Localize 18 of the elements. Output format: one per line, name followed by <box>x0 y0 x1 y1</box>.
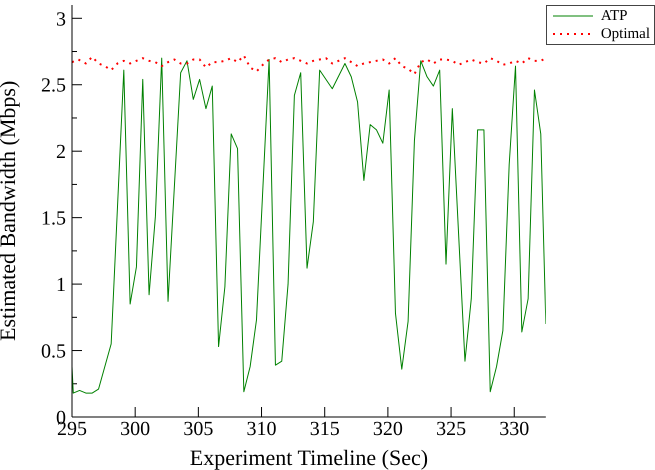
y-tick-label: 3 <box>56 8 66 30</box>
y-tick-label: 1 <box>56 274 66 296</box>
line-series <box>72 54 546 76</box>
y-tick-label: 1.5 <box>41 208 66 230</box>
legend-label: Optimal <box>600 25 650 43</box>
x-tick-label: 320 <box>372 418 403 440</box>
x-tick-label: 300 <box>120 418 150 440</box>
x-tick-label: 315 <box>310 418 340 440</box>
x-tick-label: 325 <box>436 418 466 440</box>
x-tick-label: 305 <box>183 418 214 440</box>
x-tick-label: 310 <box>246 418 277 440</box>
x-tick-label: 330 <box>499 418 530 440</box>
x-axis-title: Experiment Timeline (Sec) <box>190 445 428 470</box>
y-tick-label: 2.5 <box>41 74 66 97</box>
y-tick-label: 2 <box>56 141 66 164</box>
legend-label: ATP <box>600 7 628 25</box>
y-tick-label: 0.5 <box>41 340 66 363</box>
line-series <box>72 58 546 394</box>
